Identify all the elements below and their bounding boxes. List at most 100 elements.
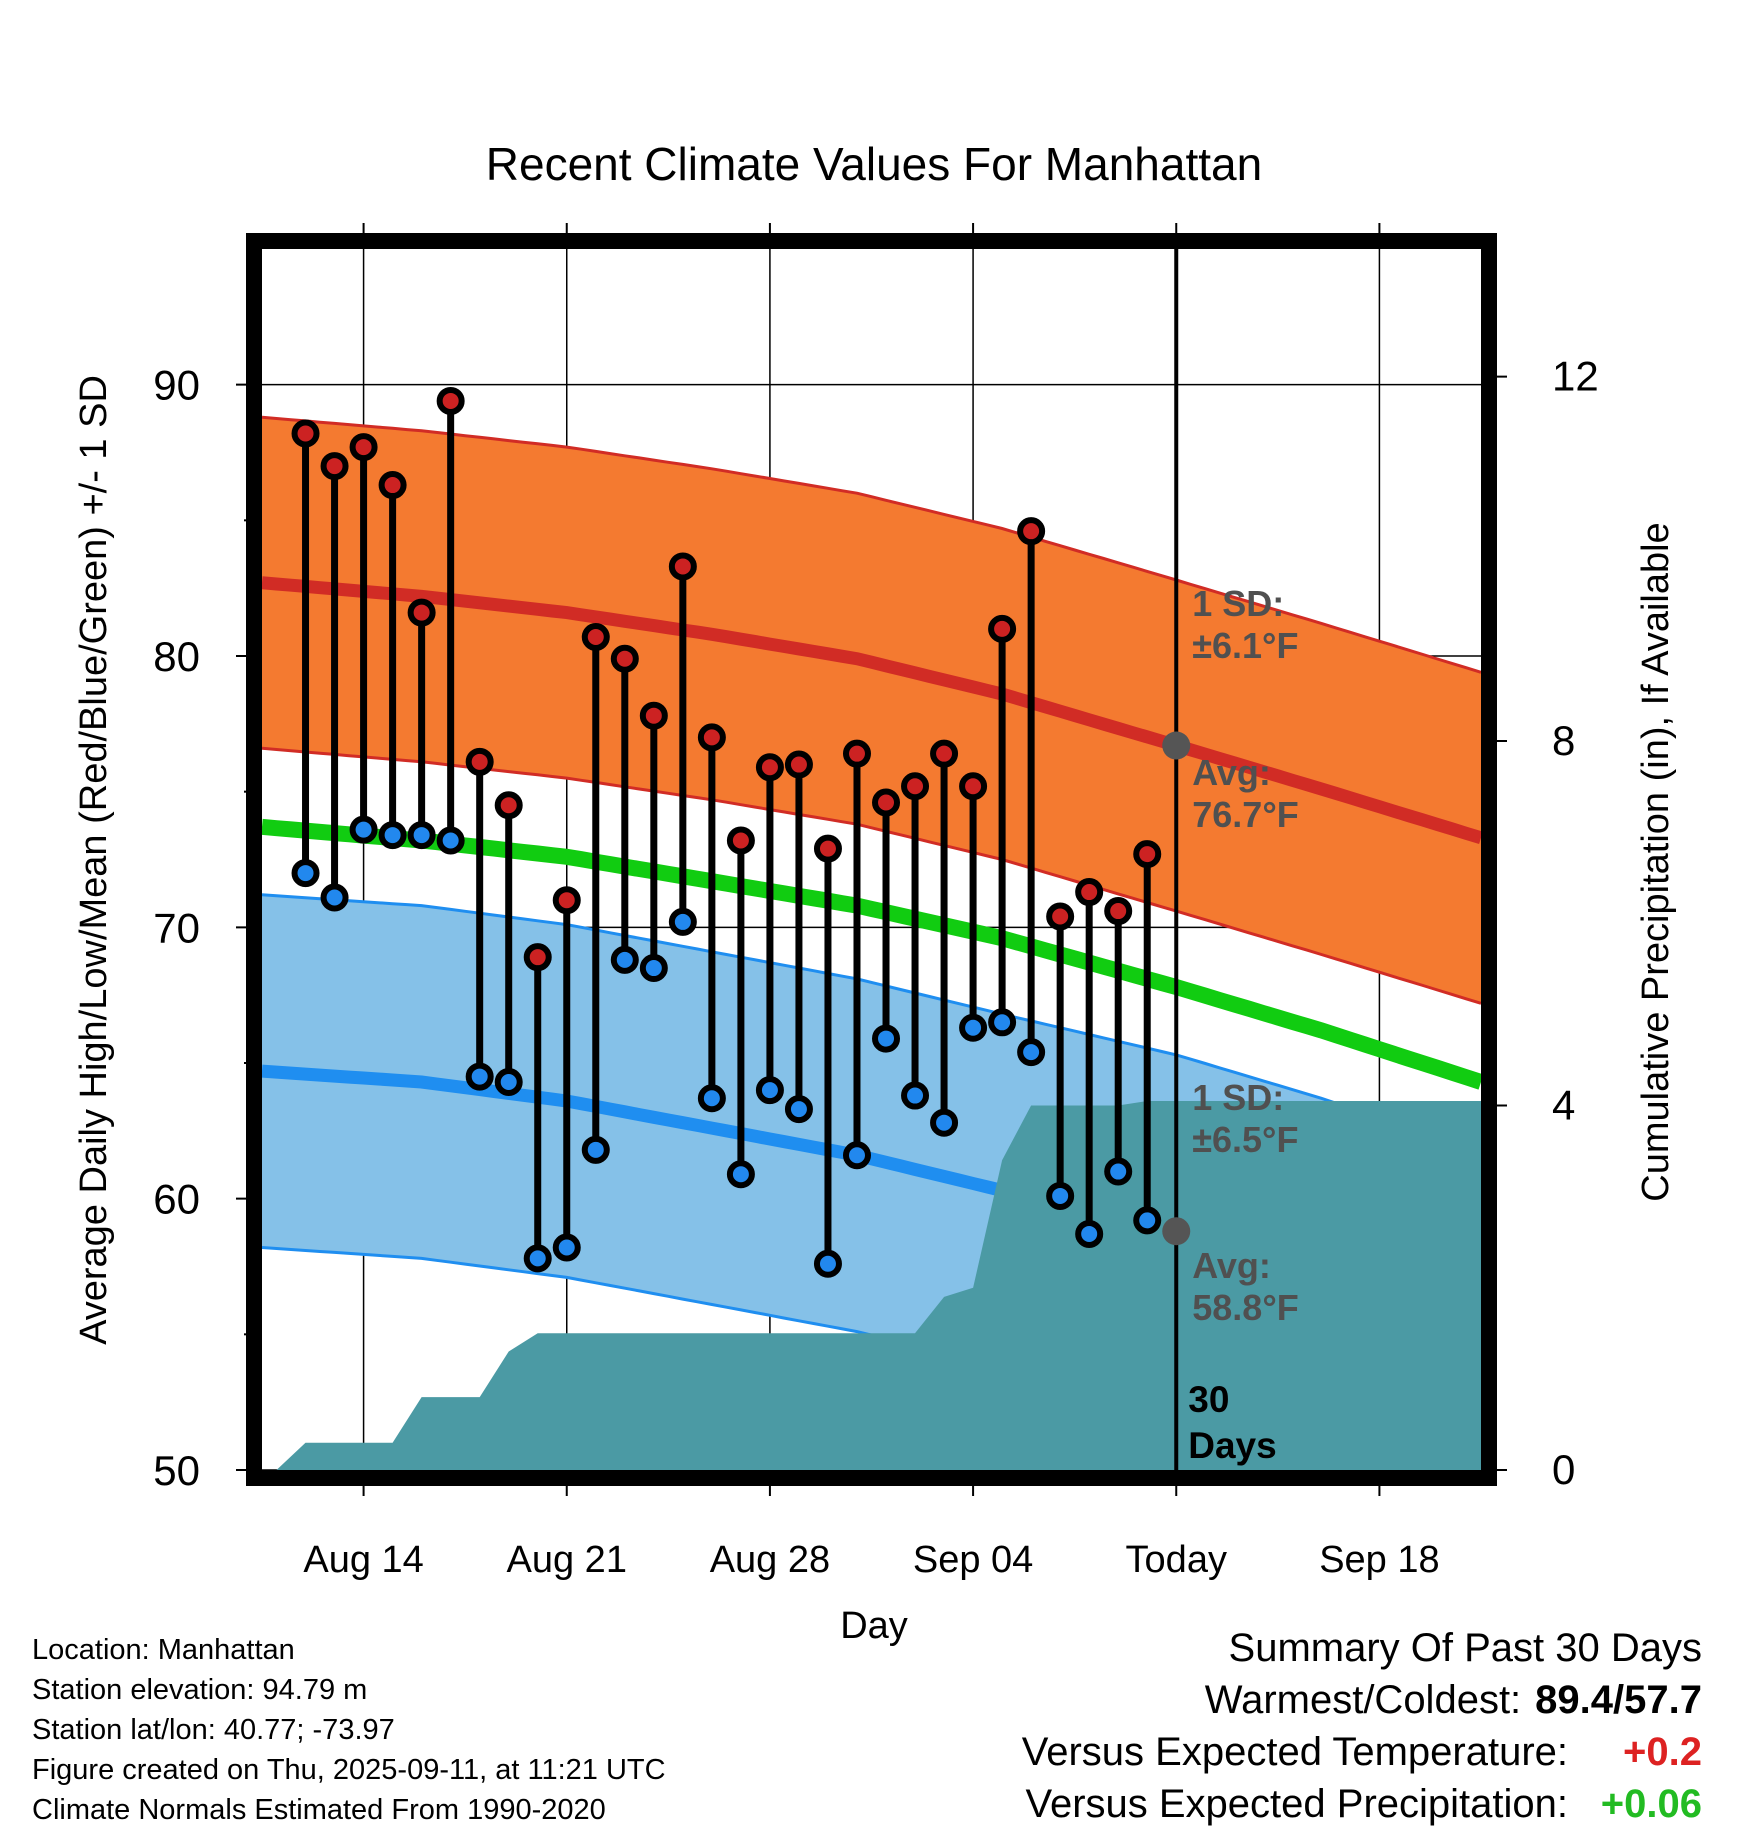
y2-tick-label: 8	[1552, 717, 1575, 764]
normal-annotation-text: 76.7°F	[1192, 794, 1298, 835]
x-tick-label: Today	[1126, 1539, 1227, 1581]
summary-temp-row: Versus Expected Temperature: +0.2	[1022, 1726, 1702, 1778]
normal-mean-line	[262, 818, 1481, 1090]
daily-high-point	[784, 750, 813, 779]
summary-warmest-row: Warmest/Coldest: 89.4/57.7	[1022, 1674, 1702, 1726]
summary-precip-row: Versus Expected Precipitation: +0.06	[1022, 1778, 1702, 1830]
daily-low-point	[465, 1062, 494, 1091]
daily-low-point	[988, 1008, 1017, 1037]
y-tick-label: 60	[153, 1176, 200, 1223]
x-tick-label: Aug 28	[710, 1539, 830, 1581]
x-tick-label: Aug 14	[303, 1539, 423, 1581]
daily-low-point	[639, 954, 668, 983]
y2-tick-label: 12	[1552, 353, 1599, 400]
daily-high-point	[1075, 878, 1104, 907]
y2-tick-label: 4	[1552, 1082, 1575, 1129]
normal-annotation-text: ±6.5°F	[1192, 1119, 1298, 1160]
daily-low-point	[291, 859, 320, 888]
daily-high-point	[842, 739, 871, 768]
daily-low-point	[407, 821, 436, 850]
normal-annotation-text: 1 SD:	[1192, 1077, 1284, 1118]
x-axis-label: Day	[840, 1605, 908, 1647]
daily-low-point	[581, 1135, 610, 1164]
y2-tick-label: 0	[1552, 1446, 1575, 1493]
normal-annotation-text: ±6.1°F	[1192, 625, 1298, 666]
normal-annotation-text: 58.8°F	[1192, 1287, 1298, 1328]
daily-low-point	[552, 1233, 581, 1262]
warmest-value: 89.4/57.7	[1535, 1678, 1702, 1722]
normal-annotation-text: Avg:	[1192, 1245, 1271, 1286]
normals-text: Climate Normals Estimated From 1990-2020	[32, 1794, 606, 1826]
precip-area	[276, 1101, 1481, 1470]
temp-value: +0.2	[1623, 1730, 1702, 1774]
y-axis-label-left: Average Daily High/Low/Mean (Red/Blue/Gr…	[73, 375, 115, 1345]
daily-high-point	[291, 419, 320, 448]
y-tick-label: 50	[153, 1447, 200, 1494]
daily-low-point	[668, 907, 697, 936]
daily-range-bars	[291, 386, 1162, 1278]
daily-low-point	[755, 1076, 784, 1105]
summary-panel: Summary Of Past 30 Days Warmest/Coldest:…	[1022, 1622, 1702, 1830]
daily-high-point	[320, 452, 349, 481]
y-axis-label-right: Cumulative Precipitation (in), If Availa…	[1635, 522, 1677, 1201]
temp-label: Versus Expected Temperature:	[1021, 1730, 1568, 1774]
y-tick-label: 70	[153, 904, 200, 951]
daily-low-point	[959, 1013, 988, 1042]
daily-low-point	[842, 1141, 871, 1170]
daily-high-point	[1104, 897, 1133, 926]
high-sd-upper-line	[262, 415, 1481, 674]
x-tick-label: Sep 18	[1319, 1539, 1439, 1581]
daily-low-point	[1046, 1181, 1075, 1210]
daily-low-point	[1017, 1038, 1046, 1067]
summary-title: Summary Of Past 30 Days	[1228, 1626, 1702, 1670]
precip-label: Versus Expected Precipitation:	[1025, 1782, 1568, 1826]
daily-low-point	[872, 1024, 901, 1053]
daily-high-point	[755, 753, 784, 782]
y-tick-label: 80	[153, 633, 200, 680]
today-days-label: Days	[1188, 1425, 1276, 1466]
daily-high-point	[1046, 902, 1075, 931]
daily-low-point	[436, 826, 465, 855]
daily-high-point	[697, 723, 726, 752]
daily-low-point	[901, 1081, 930, 1110]
elevation-text: Station elevation: 94.79 m	[32, 1674, 368, 1706]
daily-high-point	[959, 772, 988, 801]
chart-title: Recent Climate Values For Manhattan	[486, 138, 1262, 190]
daily-high-point	[610, 644, 639, 673]
daily-high-point	[726, 826, 755, 855]
daily-high-point	[407, 598, 436, 627]
daily-low-point	[378, 821, 407, 850]
normal-high-line	[262, 576, 1481, 845]
warmest-label: Warmest/Coldest:	[1204, 1678, 1522, 1722]
today-marker: 30 Days	[1162, 249, 1277, 1470]
daily-low-point	[697, 1084, 726, 1113]
daily-high-point	[494, 791, 523, 820]
daily-low-point	[320, 883, 349, 912]
daily-high-point	[639, 701, 668, 730]
x-tick-label: Aug 21	[507, 1539, 627, 1581]
x-tick-label: Sep 04	[913, 1539, 1033, 1581]
axes: Aug 14 Aug 21 Aug 28 Sep 04 Today Sep 18 50 60 7…	[153, 223, 1599, 1581]
today-high-normal-dot	[1162, 731, 1191, 760]
daily-high-point	[901, 772, 930, 801]
station-info: Location: Manhattan Station elevation: 9…	[32, 1630, 666, 1830]
created-text: Figure created on Thu, 2025-09-11, at 11…	[32, 1754, 666, 1786]
daily-high-point	[872, 788, 901, 817]
daily-low-point	[349, 815, 378, 844]
plot-frame-rect	[246, 233, 1497, 1486]
daily-low-point	[813, 1249, 842, 1278]
daily-high-point	[1017, 517, 1046, 546]
low-sd-upper-line	[262, 893, 1481, 1154]
daily-high-point	[930, 739, 959, 768]
daily-high-point	[465, 747, 494, 776]
daily-high-point	[813, 834, 842, 863]
daily-high-point	[581, 623, 610, 652]
normal-annotation-text: Avg:	[1192, 752, 1271, 793]
daily-high-point	[1133, 840, 1162, 869]
daily-low-point	[1133, 1206, 1162, 1235]
daily-high-point	[378, 471, 407, 500]
daily-low-point	[930, 1108, 959, 1137]
precip-area-fill	[276, 1101, 1481, 1470]
